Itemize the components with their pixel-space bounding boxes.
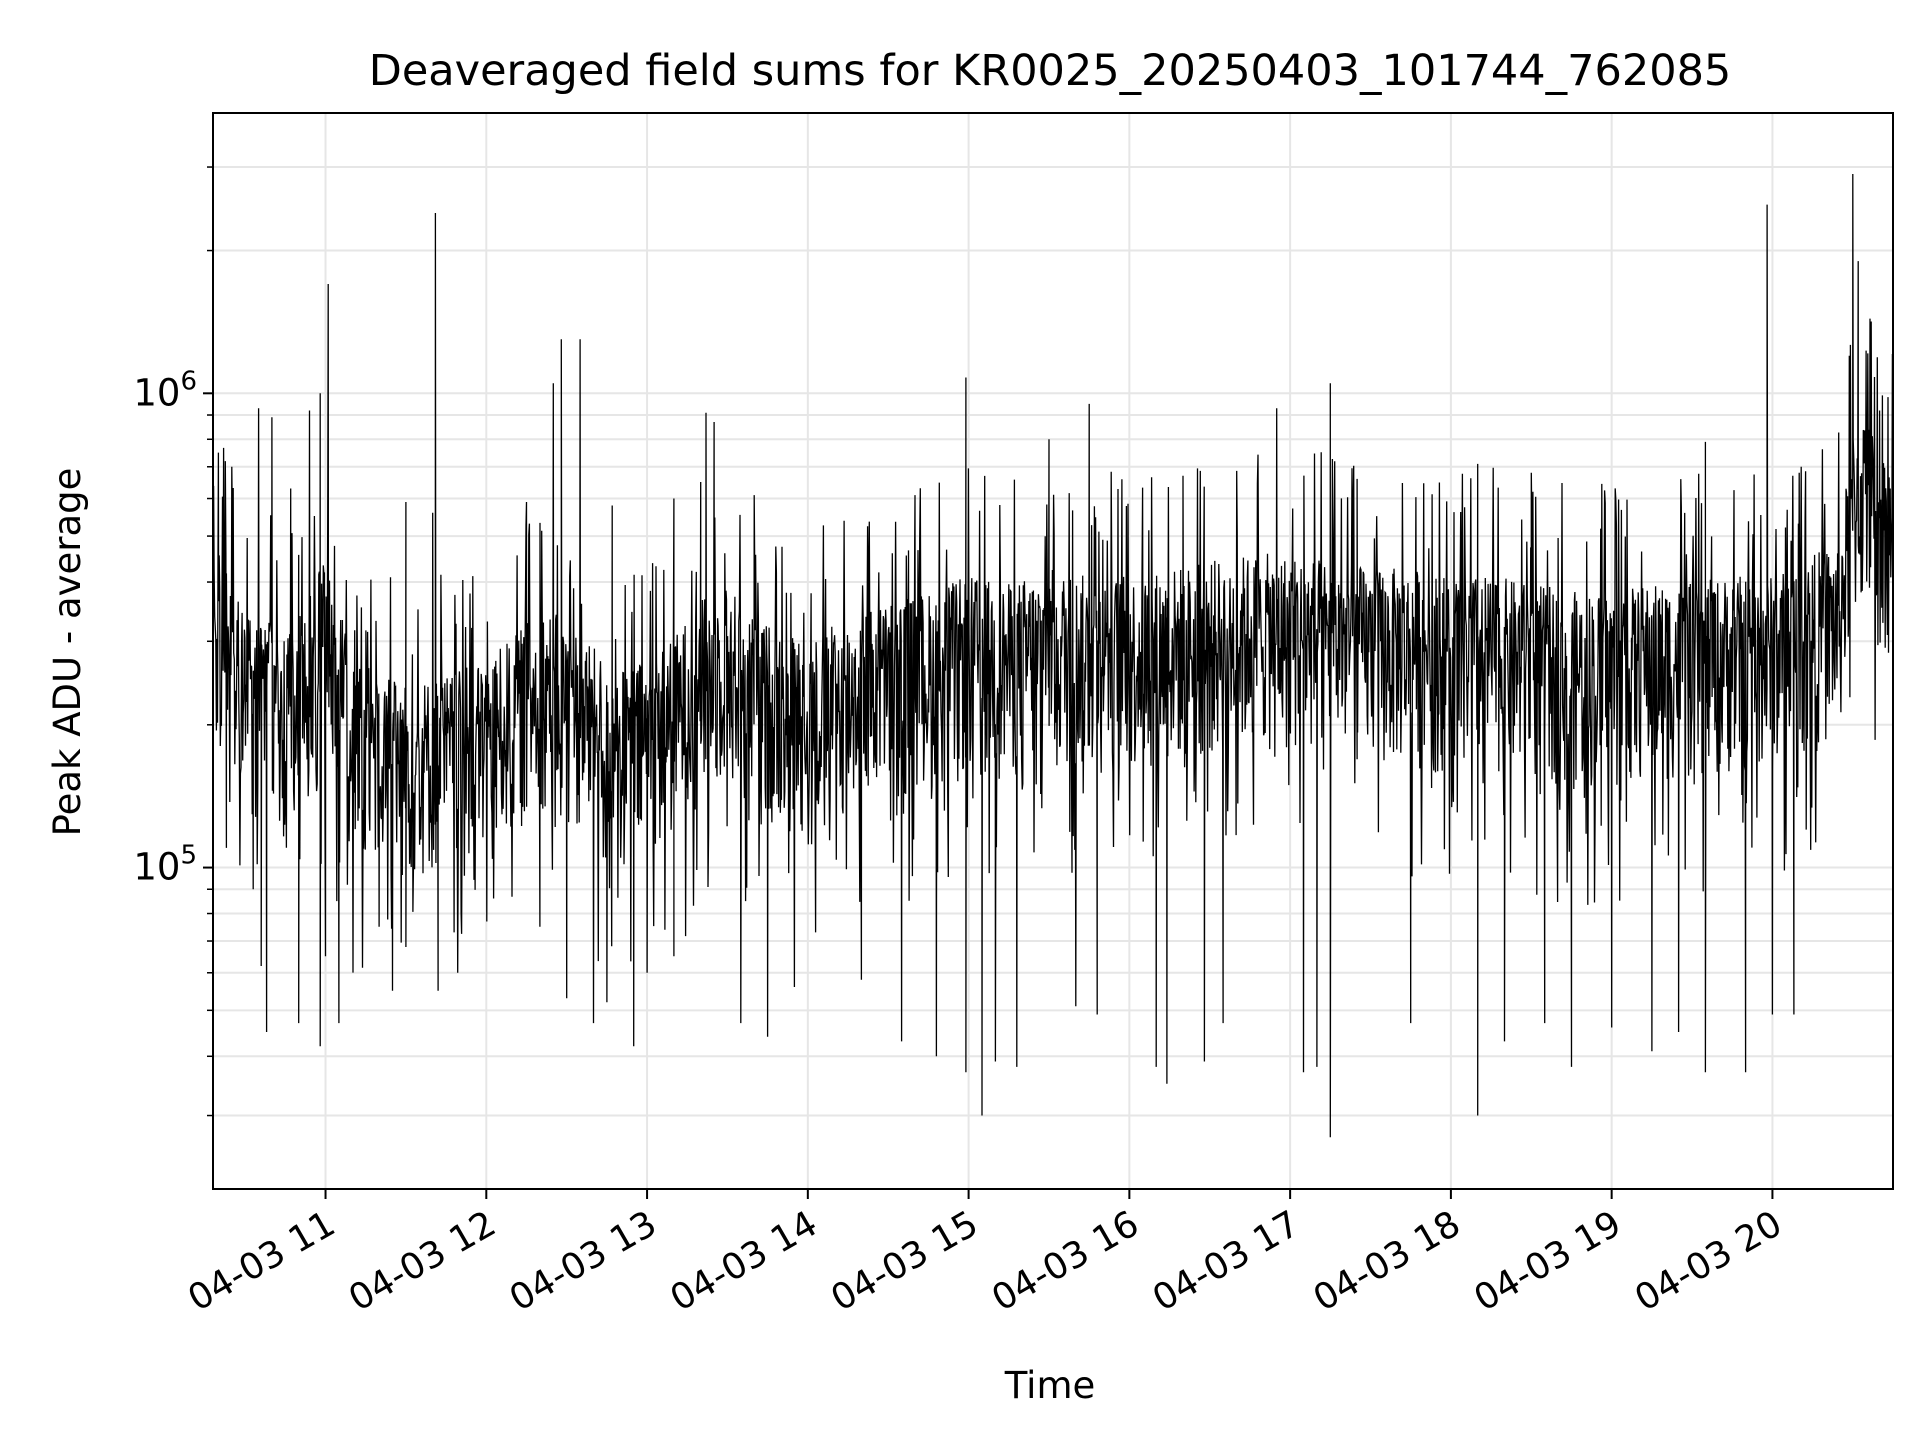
y-tick-label: 106	[133, 366, 197, 414]
y-tick-label: 105	[133, 841, 197, 889]
plot-area-data	[212, 173, 1894, 1138]
x-axis-label: Time	[1004, 1364, 1096, 1407]
series-line	[212, 173, 1894, 1138]
axes-frame	[212, 112, 1894, 1190]
chart-title: Deaveraged field sums for KR0025_2025040…	[369, 46, 1732, 96]
y-axis-label: Peak ADU - average	[46, 468, 89, 837]
